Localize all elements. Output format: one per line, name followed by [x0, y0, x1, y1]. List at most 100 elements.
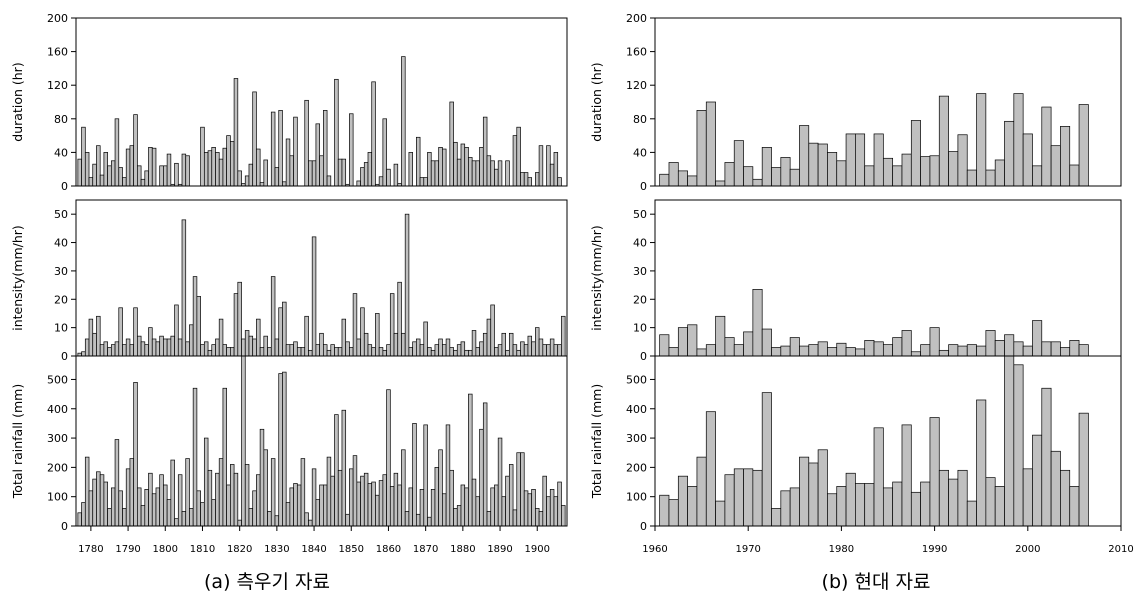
bar — [96, 471, 101, 527]
bar — [453, 508, 458, 527]
bar — [512, 135, 518, 187]
bar — [248, 508, 254, 527]
bar — [107, 347, 112, 357]
bar — [1069, 340, 1080, 357]
bar — [659, 494, 670, 527]
bar — [248, 335, 254, 357]
bar — [535, 172, 540, 187]
bar — [752, 289, 763, 357]
bar — [345, 341, 350, 357]
bar — [274, 167, 280, 187]
bar — [352, 455, 358, 527]
x-tick-label: 1850 — [339, 544, 364, 555]
bar — [771, 508, 782, 527]
bar — [144, 170, 149, 187]
bar — [289, 155, 294, 187]
bar — [505, 349, 510, 357]
y-tick-label: 20 — [633, 293, 647, 306]
bar — [845, 472, 856, 527]
bar — [122, 344, 127, 357]
y-tick-label: 300 — [47, 432, 68, 445]
bar — [114, 341, 120, 357]
bar — [456, 158, 462, 187]
bar — [471, 160, 477, 187]
bar — [177, 338, 183, 357]
plot-frame — [75, 17, 568, 187]
bar — [705, 101, 716, 187]
bar — [103, 341, 108, 357]
bar — [845, 347, 856, 357]
y-axis-label: duration (hr) — [589, 62, 604, 141]
bar — [378, 176, 384, 187]
y-tick-label: 40 — [633, 237, 647, 250]
bar — [1078, 104, 1089, 187]
bar — [553, 152, 559, 187]
bar — [144, 489, 149, 527]
bar — [315, 344, 320, 357]
bar — [352, 293, 358, 357]
bar — [114, 118, 120, 187]
bar — [285, 138, 291, 187]
bar — [389, 293, 395, 357]
bar — [490, 487, 495, 527]
bar — [449, 347, 454, 357]
bar — [84, 456, 90, 527]
bar — [140, 341, 146, 357]
x-tick-label: 1900 — [525, 544, 550, 555]
bar — [81, 351, 86, 357]
bar — [367, 344, 373, 357]
bar — [1060, 469, 1071, 527]
bar — [938, 95, 949, 187]
bar — [1022, 468, 1033, 527]
bar — [401, 56, 406, 187]
bar — [659, 173, 670, 187]
bar — [289, 344, 294, 357]
bar — [337, 469, 343, 527]
bar — [319, 332, 324, 357]
bar — [122, 508, 127, 527]
y-tick-label: 40 — [54, 146, 68, 159]
bar — [114, 439, 120, 527]
bar — [404, 510, 410, 527]
bar — [808, 344, 819, 357]
bar — [159, 474, 164, 527]
bar — [185, 155, 190, 187]
bar — [453, 141, 458, 187]
bar — [490, 160, 495, 187]
y-tick-label: 500 — [47, 373, 68, 386]
bar — [520, 452, 525, 527]
bar — [382, 118, 387, 187]
bar — [170, 335, 175, 357]
bar — [129, 145, 135, 187]
bar — [378, 347, 384, 357]
bar — [1078, 412, 1089, 527]
bar — [836, 160, 847, 187]
bar — [1004, 355, 1015, 527]
bar — [166, 499, 172, 527]
bar — [311, 236, 317, 357]
y-tick-label: 100 — [47, 491, 68, 504]
bar — [278, 307, 283, 357]
bar — [527, 493, 533, 527]
bar — [408, 487, 413, 527]
bar — [330, 475, 335, 527]
caption-b: (b) 현대 자료 — [822, 571, 931, 593]
bar — [371, 81, 376, 187]
bar — [497, 160, 503, 187]
bar — [873, 341, 884, 357]
bar — [397, 281, 402, 357]
x-tick-label: 1870 — [413, 544, 438, 555]
bar — [99, 174, 105, 187]
bar — [96, 145, 101, 187]
bar — [920, 156, 931, 187]
bar — [1041, 387, 1052, 527]
bar — [371, 481, 376, 527]
bar — [1032, 165, 1043, 187]
bar — [549, 163, 555, 187]
bar — [479, 147, 484, 187]
y-tick-label: 500 — [626, 373, 647, 386]
bar — [827, 493, 838, 527]
bar — [393, 163, 399, 187]
bar — [508, 332, 514, 357]
bar — [84, 338, 90, 357]
